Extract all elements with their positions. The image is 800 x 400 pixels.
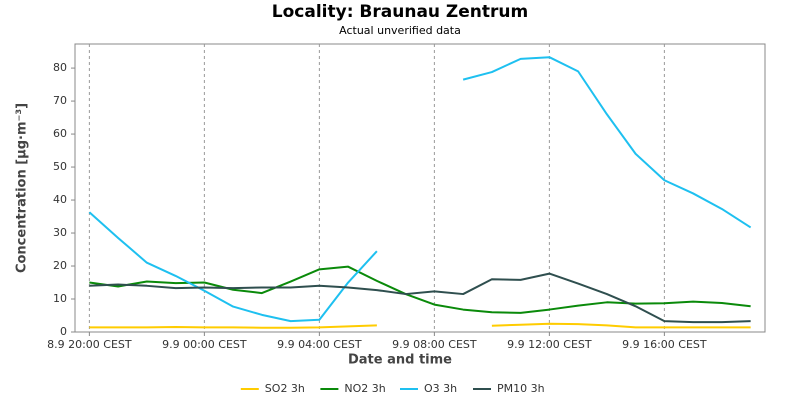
x-tick-label: 9.9 16:00 CEST	[622, 338, 707, 351]
y-tick-label: 40	[53, 193, 67, 206]
y-tick-label: 0	[60, 325, 67, 338]
x-axis-label: Date and time	[348, 353, 452, 368]
series-line	[88, 56, 752, 323]
y-tick-label: 80	[53, 61, 67, 74]
plot-frame	[74, 43, 766, 333]
legend-label: SO2 3h	[265, 382, 305, 395]
x-tick-label: 9.9 12:00 CEST	[507, 338, 592, 351]
series-line	[89, 265, 751, 314]
chart-subtitle: Actual unverified data	[339, 24, 461, 37]
x-tick-label: 8.9 20:00 CEST	[47, 338, 132, 351]
y-tick-label: 50	[53, 160, 67, 173]
x-tick-label: 9.9 00:00 CEST	[162, 338, 247, 351]
chart-title: Locality: Braunau Zentrum	[272, 2, 528, 22]
series-line	[89, 322, 751, 329]
legend-label: NO2 3h	[344, 382, 385, 395]
x-tick-label: 9.9 04:00 CEST	[277, 338, 362, 351]
y-tick-label: 70	[53, 94, 67, 107]
y-axis-label: Concentration [µg·m⁻³]	[15, 103, 30, 273]
series-line	[89, 272, 751, 324]
y-tick-label: 10	[53, 292, 67, 305]
y-tick-label: 60	[53, 127, 67, 140]
x-tick-label: 9.9 08:00 CEST	[392, 338, 477, 351]
y-tick-label: 20	[53, 259, 67, 272]
legend-label: O3 3h	[424, 382, 457, 395]
y-tick-label: 30	[53, 226, 67, 239]
legend-label: PM10 3h	[497, 382, 545, 395]
